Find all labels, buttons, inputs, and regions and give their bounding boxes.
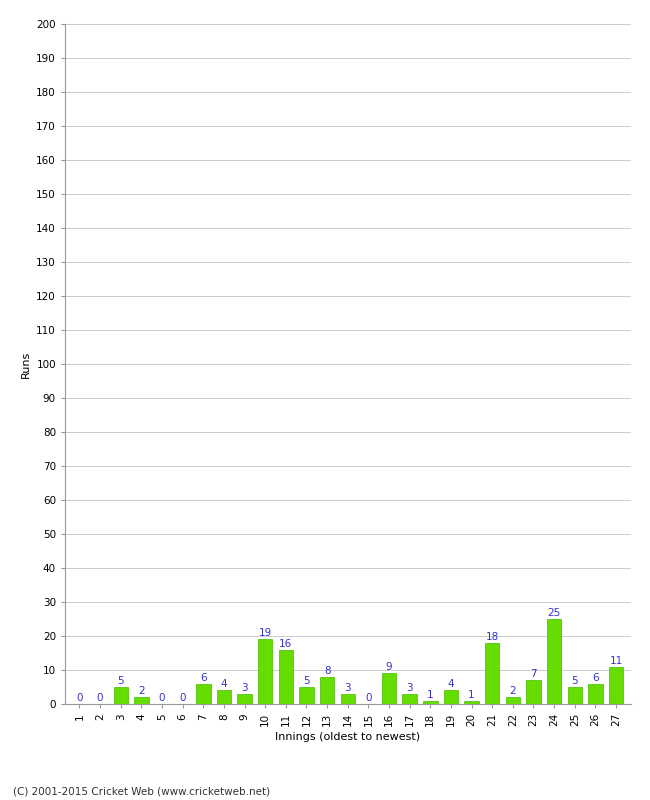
Bar: [444, 690, 458, 704]
Text: 3: 3: [344, 682, 351, 693]
Text: 5: 5: [571, 676, 578, 686]
Text: 0: 0: [159, 693, 165, 703]
Bar: [279, 650, 293, 704]
Y-axis label: Runs: Runs: [21, 350, 31, 378]
Text: 0: 0: [97, 693, 103, 703]
Bar: [609, 666, 623, 704]
Text: 19: 19: [259, 628, 272, 638]
Bar: [588, 683, 603, 704]
Bar: [341, 694, 355, 704]
Text: 9: 9: [385, 662, 393, 672]
Text: 7: 7: [530, 669, 537, 679]
Bar: [134, 697, 149, 704]
Text: 5: 5: [303, 676, 310, 686]
Text: 8: 8: [324, 666, 330, 676]
Bar: [320, 677, 334, 704]
Text: 11: 11: [610, 655, 623, 666]
Bar: [506, 697, 520, 704]
Bar: [547, 619, 562, 704]
Text: 6: 6: [200, 673, 207, 682]
Text: 25: 25: [547, 608, 561, 618]
Bar: [196, 683, 211, 704]
Text: 0: 0: [365, 693, 372, 703]
Bar: [464, 701, 479, 704]
Text: 3: 3: [241, 682, 248, 693]
Bar: [299, 687, 314, 704]
Bar: [216, 690, 231, 704]
Text: 4: 4: [220, 679, 228, 690]
Text: 5: 5: [118, 676, 124, 686]
Bar: [382, 674, 396, 704]
Bar: [423, 701, 437, 704]
Bar: [114, 687, 128, 704]
Text: 18: 18: [486, 632, 499, 642]
Text: 0: 0: [76, 693, 83, 703]
Text: 2: 2: [510, 686, 516, 696]
Bar: [402, 694, 417, 704]
Text: 6: 6: [592, 673, 599, 682]
Text: (C) 2001-2015 Cricket Web (www.cricketweb.net): (C) 2001-2015 Cricket Web (www.cricketwe…: [13, 786, 270, 796]
Text: 1: 1: [468, 690, 475, 699]
Bar: [237, 694, 252, 704]
Text: 4: 4: [448, 679, 454, 690]
Text: 3: 3: [406, 682, 413, 693]
Bar: [258, 639, 272, 704]
X-axis label: Innings (oldest to newest): Innings (oldest to newest): [275, 732, 421, 742]
Text: 16: 16: [280, 638, 292, 649]
Bar: [567, 687, 582, 704]
Bar: [526, 680, 541, 704]
Text: 2: 2: [138, 686, 145, 696]
Text: 1: 1: [427, 690, 434, 699]
Text: 0: 0: [179, 693, 186, 703]
Bar: [485, 643, 499, 704]
